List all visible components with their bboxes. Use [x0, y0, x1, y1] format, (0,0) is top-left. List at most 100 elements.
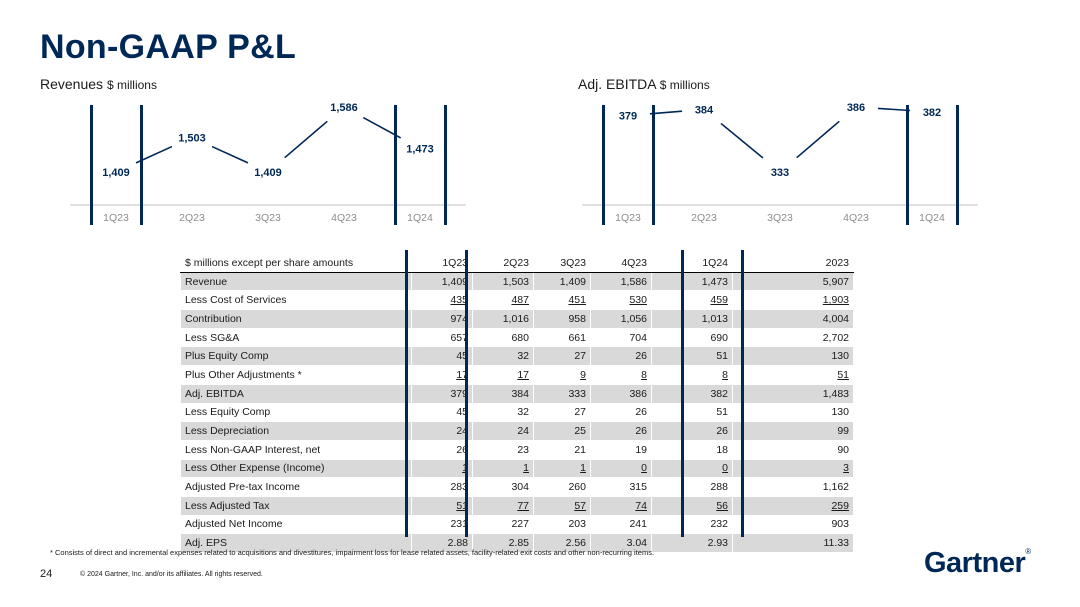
- table-cell-value: 1,016: [502, 312, 529, 325]
- table-cell-value: 2.56: [565, 537, 586, 550]
- table-cell: 74: [590, 495, 652, 516]
- revenues-highlight-bar-1q23-left: [90, 105, 93, 225]
- table-row-label: Less SG&A: [180, 327, 412, 348]
- table-cell-value: 90: [837, 443, 849, 456]
- table-cell-value: 1,162: [822, 481, 849, 494]
- table-cell: 26: [590, 402, 652, 423]
- table-header-3q23: 3Q23: [533, 253, 591, 273]
- table-cell-value: 1,586: [620, 275, 647, 288]
- table-header-2023: 2023: [732, 253, 854, 273]
- ebitda-chart-title: Adj. EBITDA $ millions: [578, 76, 710, 92]
- highlight-bar-1q24-right: [741, 250, 744, 537]
- table-cell-value: 203: [568, 518, 586, 531]
- table-cell-value: 384: [511, 387, 529, 400]
- table-cell: 1: [533, 458, 591, 479]
- table-cell: 333: [533, 383, 591, 404]
- table-cell: 17: [411, 365, 473, 385]
- table-cell: 45: [411, 346, 473, 367]
- table-cell: 974: [411, 309, 473, 329]
- table-row: Adjusted Net Income 231 227 203 241 232 903: [180, 514, 854, 535]
- table-row-label: Less Adjusted Tax: [180, 495, 412, 516]
- table-cell-value: 958: [568, 312, 586, 325]
- table-row-label: Plus Equity Comp: [180, 346, 412, 367]
- table-cell-value: 17: [517, 368, 529, 381]
- table-cell-value: 530: [629, 294, 647, 307]
- table-cell: 1,162: [732, 477, 854, 497]
- table-cell-value: 23: [517, 443, 529, 456]
- ebitda-segment-2: [720, 122, 764, 159]
- table-cell-value: 487: [511, 294, 529, 307]
- ebitda-tick-3q23: 3Q23: [767, 212, 793, 224]
- revenues-segment-3: [284, 120, 328, 159]
- table-cell: 25: [533, 421, 591, 441]
- revenues-tick-4q23: 4Q23: [331, 212, 357, 224]
- table-cell: 1,586: [590, 271, 652, 292]
- table-cell: 32: [472, 402, 534, 423]
- revenues-segment-2: [211, 145, 249, 164]
- table-header-1q23: 1Q23: [411, 253, 473, 273]
- table-cell-value: 51: [716, 350, 728, 363]
- table-cell: 26: [590, 346, 652, 367]
- table-cell-value: 26: [635, 406, 647, 419]
- table-cell-value: 1,013: [701, 312, 728, 325]
- table-cell: 17: [472, 365, 534, 385]
- table-row: Less Cost of Services 435 487 451 530 459 1,90…: [180, 290, 854, 311]
- table-cell-value: 24: [517, 425, 529, 438]
- ebitda-tick-2q23: 2Q23: [691, 212, 717, 224]
- table-cell: 11.33: [732, 533, 854, 553]
- table-row: Adj. EBITDA 379 384 333 386 382 1,483: [180, 383, 854, 404]
- table-cell: 227: [472, 514, 534, 535]
- table-cell-value: 77: [517, 499, 529, 512]
- table-cell-value: 661: [568, 331, 586, 344]
- table-cell-value: 2,702: [822, 331, 849, 344]
- highlight-bar-1q23-left: [405, 250, 408, 537]
- table-cell-value: 974: [450, 312, 468, 325]
- table-cell-value: 232: [710, 518, 728, 531]
- table-row: Contribution 974 1,016 958 1,056 1,013 4,004: [180, 309, 854, 329]
- table-cell-value: 8: [641, 368, 647, 381]
- table-cell: 260: [533, 477, 591, 497]
- table-cell-value: 690: [710, 331, 728, 344]
- ebitda-title-text: Adj. EBITDA: [578, 76, 656, 92]
- table-header-label: $ millions except per share amounts: [180, 253, 412, 273]
- table-cell: 1,473: [651, 271, 733, 292]
- table-cell-value: 45: [456, 350, 468, 363]
- table-cell: 1,409: [533, 271, 591, 292]
- table-cell-value: 459: [710, 294, 728, 307]
- table-cell: 2,702: [732, 327, 854, 348]
- table-row-label: Less Equity Comp: [180, 402, 412, 423]
- table-cell-value: 17: [456, 368, 468, 381]
- revenues-chart-title: Revenues $ millions: [40, 76, 157, 92]
- ebitda-highlight-bar-1q23-left: [602, 105, 605, 225]
- table-cell: 451: [533, 290, 591, 311]
- table-cell-value: 1: [580, 462, 586, 475]
- table-cell-value: 3.04: [626, 537, 647, 550]
- table-cell-value: 21: [574, 443, 586, 456]
- ebitda-point-label-2q23: 384: [695, 104, 714, 116]
- table-cell: 1: [472, 458, 534, 479]
- table-header-1q24: 1Q24: [651, 253, 733, 273]
- table-cell: 958: [533, 309, 591, 329]
- highlight-bar-1q23-right: [465, 250, 468, 537]
- table-cell: 8: [590, 365, 652, 385]
- revenues-highlight-bar-1q24-right: [444, 105, 447, 225]
- table-cell: 8: [651, 365, 733, 385]
- table-row: Less Depreciation 24 24 25 26 26 99: [180, 421, 854, 441]
- table-cell: 1,903: [732, 290, 854, 311]
- table-cell: 231: [411, 514, 473, 535]
- table-cell-value: 26: [716, 425, 728, 438]
- table-cell: 27: [533, 402, 591, 423]
- table-cell: 51: [651, 346, 733, 367]
- table-cell-value: 2.88: [447, 537, 468, 550]
- revenues-tick-1q23: 1Q23: [103, 212, 129, 224]
- ebitda-segment-4: [877, 107, 911, 112]
- table-cell-value: 379: [450, 387, 468, 400]
- revenues-tick-2q23: 2Q23: [179, 212, 205, 224]
- table-cell-value: 227: [511, 518, 529, 531]
- ebitda-tick-1q23: 1Q23: [615, 212, 641, 224]
- table-cell: 435: [411, 290, 473, 311]
- table-cell: 288: [651, 477, 733, 497]
- table-cell: 45: [411, 402, 473, 423]
- table-row-label: Plus Other Adjustments *: [180, 365, 412, 385]
- table-cell: 657: [411, 327, 473, 348]
